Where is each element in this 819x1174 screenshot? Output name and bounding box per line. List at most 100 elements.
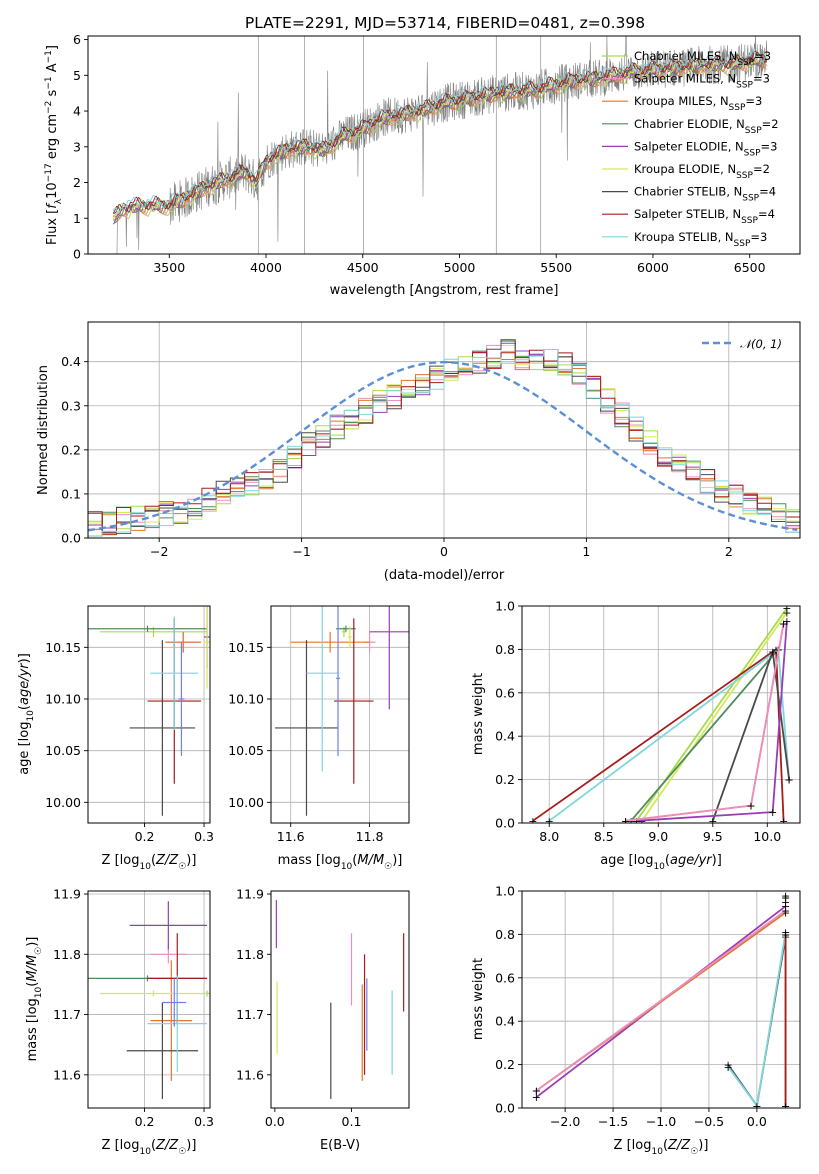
panel-age_vs_Z: 0.2 0.3 10.00 10.05 10.10 10.15 Z [log10(Z/Z☉)… <box>17 605 214 872</box>
y-axis-label: Normed distribution <box>36 365 51 495</box>
y-tick-label: 10.15 <box>45 640 81 655</box>
weight-marker-krou_stelib: + <box>752 1100 761 1113</box>
legend-label-krou_miles: Kroupa MILES, NSSP=3 <box>634 94 762 113</box>
y-axis-label: mass [log10(M/M☉)] <box>25 937 44 1062</box>
y-tick-label: 1.0 <box>495 599 515 614</box>
x-tick-label: −1 <box>292 544 310 559</box>
y-tick-label: 10.10 <box>45 692 81 707</box>
x-axis-label: E(B-V) <box>320 1138 360 1153</box>
y-tick-label: 0.0 <box>495 1101 515 1116</box>
model-spectrum-krou_elodie <box>112 53 768 222</box>
x-axis-label: Z [log10(Z/Z☉)] <box>102 853 197 872</box>
x-tick-label: 1 <box>582 544 590 559</box>
y-tick-label: 11.8 <box>53 947 81 962</box>
weight-marker-krou_miles: + <box>621 815 630 828</box>
hist-krou_stelib <box>88 349 800 537</box>
weight-marker-salp_stelib: + <box>781 928 790 941</box>
weight-marker-salp_miles: + <box>781 905 790 918</box>
x-tick-label: 0.2 <box>135 1114 155 1129</box>
plot-area <box>88 339 800 537</box>
x-tick-label: 0.2 <box>135 829 155 844</box>
y-tick-label: 0.2 <box>495 772 515 787</box>
weight-marker-chab_miles: + <box>782 602 791 615</box>
y-tick-label: 0.0 <box>61 531 81 546</box>
panel-mass_vs_Z: 0.2 0.3 11.6 11.7 11.8 11.9 Z [log10(Z/Z☉)] mas… <box>25 887 214 1157</box>
x-tick-label: 0.3 <box>194 1114 214 1129</box>
y-tick-label: 0.6 <box>495 685 515 700</box>
data-spectrum <box>113 36 768 254</box>
y-tick-label: 0.2 <box>495 1057 515 1072</box>
y-tick-label: 0.8 <box>495 642 515 657</box>
weight-marker-salp_stelib: + <box>771 643 780 656</box>
y-tick-label: 0 <box>73 247 81 262</box>
x-tick-label: 11.8 <box>356 829 384 844</box>
x-tick-label: −2.0 <box>550 1114 580 1129</box>
weight-line-krou_elodie <box>641 611 788 822</box>
axes-frame <box>87 35 801 255</box>
x-axis-label: wavelength [Angstrom, rest frame] <box>330 283 559 298</box>
weight-line-salp_stelib <box>532 647 785 822</box>
weight-marker-salp_elodie: + <box>768 806 777 819</box>
x-tick-label: 10.0 <box>753 829 781 844</box>
x-tick-label: 5000 <box>444 260 476 275</box>
x-tick-label: 5500 <box>540 260 572 275</box>
panel-residuals: −2 −1 0 1 2 0.0 0.1 0.2 0.3 0.4 𝒩(0, 1) (data-model… <box>36 321 801 583</box>
y-tick-label: 6 <box>73 32 81 47</box>
x-tick-label: 2 <box>725 544 733 559</box>
y-tick-label: 0.6 <box>495 970 515 985</box>
y-axis-label: Flux [fλ10−17 erg cm−2 s−1 A−1] <box>44 45 64 245</box>
x-tick-label: −1.0 <box>646 1114 676 1129</box>
y-tick-label: 2 <box>73 175 81 190</box>
y-tick-label: 10.15 <box>228 640 264 655</box>
weight-marker-chab_elodie: + <box>626 815 635 828</box>
y-tick-label: 5 <box>73 68 81 83</box>
x-tick-label: 0 <box>440 544 448 559</box>
y-tick-label: 11.9 <box>236 887 264 902</box>
panel-age_vs_mass: 11.6 11.8 10.00 10.05 10.10 10.15 mass [log10(… <box>228 605 410 872</box>
x-tick-label: 0.3 <box>194 829 214 844</box>
plot-area: ++++++++++++++++++++++++ <box>528 602 793 828</box>
y-axis-label: mass weight <box>471 958 486 1040</box>
plot-area: ++++++++++++++++++++ <box>532 891 790 1113</box>
y-axis-label: mass weight <box>471 673 486 755</box>
panel-weight_vs_age: ++++++++++++++++++++++++8.0 8.5 9.0 9.5 10.0… <box>471 599 801 872</box>
y-tick-label: 10.05 <box>45 743 81 758</box>
plot-area <box>274 606 409 816</box>
x-tick-label: 8.5 <box>594 829 614 844</box>
y-tick-label: 11.6 <box>53 1067 81 1082</box>
x-tick-label: 6000 <box>637 260 669 275</box>
x-axis-label: Z [log10(Z/Z☉)] <box>614 1138 709 1157</box>
x-tick-label: 0.0 <box>265 1114 285 1129</box>
axes-frame <box>270 605 410 824</box>
gaussian-curve <box>88 360 798 532</box>
legend-label-krou_stelib: Kroupa STELIB, NSSP=3 <box>634 230 767 249</box>
panel-weight_vs_Z: ++++++++++++++++++++−2.0 −1.5 −1.0 −0.5 0.0 0… <box>471 884 801 1157</box>
y-tick-label: 4 <box>73 104 81 119</box>
y-tick-label: 10.00 <box>45 795 81 810</box>
weight-line-krou_miles <box>625 623 785 822</box>
plot-area <box>275 900 405 1099</box>
weight-line-salp_miles <box>535 909 787 1092</box>
x-axis-label: mass [log10(M/M☉)] <box>278 853 403 872</box>
y-tick-label: 11.9 <box>53 887 81 902</box>
model-spectrum-salp_elodie <box>112 53 768 225</box>
y-tick-label: 0.8 <box>495 927 515 942</box>
y-tick-label: 0.4 <box>495 1014 515 1029</box>
y-tick-label: 0.4 <box>495 729 515 744</box>
x-tick-label: 8.0 <box>539 829 559 844</box>
weight-line-chab_elodie <box>630 648 779 822</box>
weight-marker-salp_stelib: + <box>779 815 788 828</box>
weight-marker-salp_miles: + <box>532 1085 541 1098</box>
y-tick-label: 10.00 <box>228 795 264 810</box>
y-tick-label: 11.7 <box>53 1007 81 1022</box>
axes-frame <box>87 605 211 824</box>
weight-marker-salp_stelib: + <box>781 1100 790 1113</box>
weight-marker-chab_stelib: + <box>784 774 793 787</box>
x-tick-label: 11.6 <box>277 829 305 844</box>
x-tick-label: 0.1 <box>342 1114 362 1129</box>
model-spectrum-krou_stelib <box>112 49 767 214</box>
weight-marker-krou_miles: + <box>781 907 790 920</box>
weight-marker-salp_miles: + <box>746 800 755 813</box>
